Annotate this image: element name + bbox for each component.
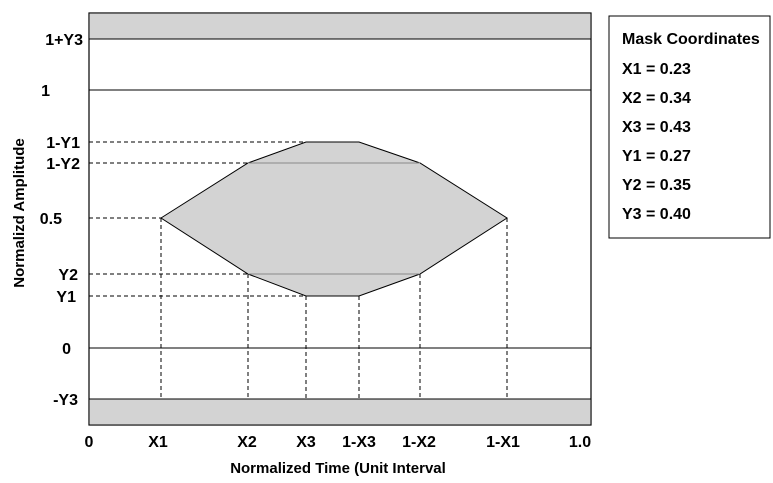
x-tick-labels: 0 X1 X2 X3 1-X3 1-X2 1-X1 1.0 <box>85 434 592 451</box>
x-tick-label: 1-X2 <box>402 434 436 451</box>
center-mask-polygon <box>160 141 508 297</box>
y-tick-label: 1-Y1 <box>46 135 80 152</box>
mask-coordinates-legend: Mask Coordinates X1 = 0.23 X2 = 0.34 X3 … <box>608 15 771 239</box>
y-tick-label: 1-Y2 <box>46 156 80 173</box>
x-tick-label: X2 <box>237 434 257 451</box>
y-tick-label: 1+Y3 <box>45 32 83 49</box>
bottom-mask-band <box>88 398 592 426</box>
top-mask-band <box>88 12 592 40</box>
y-tick-label: Y1 <box>56 289 76 306</box>
vertical-guides <box>160 218 508 399</box>
legend-item: X1 = 0.23 <box>622 61 691 78</box>
x-tick-label: X1 <box>148 434 168 451</box>
legend-item: X2 = 0.34 <box>622 90 691 107</box>
y-tick-label: 0.5 <box>40 211 62 228</box>
x-tick-label: 0 <box>85 434 94 451</box>
x-tick-label: 1-X3 <box>342 434 376 451</box>
x-tick-label: X3 <box>296 434 316 451</box>
x-tick-label: 1.0 <box>569 434 591 451</box>
y-tick-label: -Y3 <box>53 392 78 409</box>
y-tick-label: Y2 <box>58 267 78 284</box>
legend-item: X3 = 0.43 <box>622 119 691 136</box>
y-tick-label: 1 <box>41 83 50 100</box>
legend-item: Y2 = 0.35 <box>622 177 691 194</box>
y-tick-labels: 1+Y3 1 1-Y1 1-Y2 0.5 Y2 Y1 0 -Y3 <box>40 32 83 409</box>
y-tick-label: 0 <box>62 341 71 358</box>
legend-item: Y3 = 0.40 <box>622 206 691 223</box>
legend-title: Mask Coordinates <box>622 31 760 48</box>
horizontal-guides <box>89 141 306 297</box>
x-tick-label: 1-X1 <box>486 434 520 451</box>
x-axis-label: Normalized Time (Unit Interval <box>230 460 446 477</box>
y-axis-label: Normalizd Amplitude <box>11 138 28 287</box>
legend-box <box>608 15 771 239</box>
legend-item: Y1 = 0.27 <box>622 148 691 165</box>
